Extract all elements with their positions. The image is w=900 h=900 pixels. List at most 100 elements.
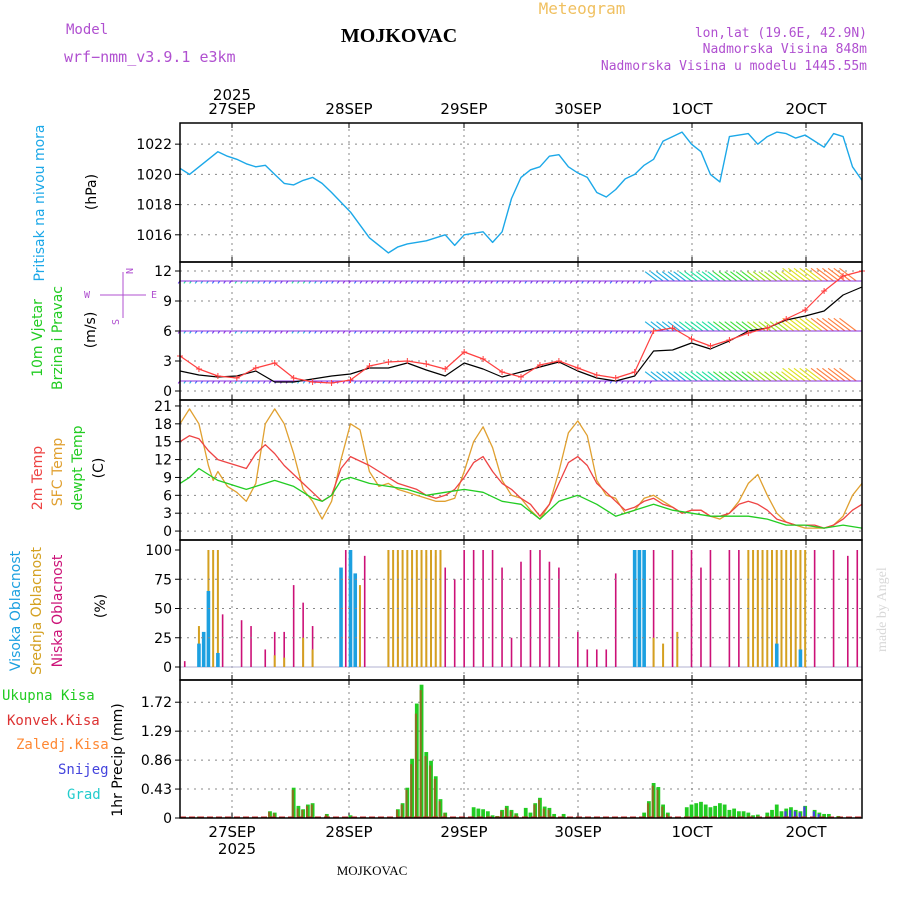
wind-barb	[787, 367, 806, 382]
low-cloud-bar	[586, 649, 589, 667]
compass-east: E	[151, 290, 157, 301]
pressure-unit: (hPa)	[84, 174, 100, 210]
wind-barb	[839, 367, 857, 382]
y-tick-label: 15	[154, 435, 172, 451]
wind-avg-line	[179, 286, 863, 383]
low-cloud-bar	[832, 550, 835, 667]
total-precip-bar	[523, 807, 528, 818]
wind-barb	[730, 321, 743, 332]
wind-ylabel-line2: Brzina i Pravac	[50, 286, 66, 390]
total-precip-bar	[642, 812, 647, 818]
wind-barb	[701, 271, 715, 282]
wind-barb	[787, 317, 806, 332]
wind-barb	[650, 371, 664, 382]
low-cloud-bar	[614, 573, 617, 667]
high-cloud-bar	[216, 652, 220, 667]
wind-barb	[673, 371, 687, 382]
mid-cloud-bar	[771, 550, 774, 667]
wind-barb	[741, 271, 755, 282]
low-cloud-bar	[221, 614, 224, 667]
wind-barb	[827, 317, 846, 332]
wind-direction-legend: W E N S	[84, 268, 157, 325]
y-tick-label: 3	[163, 354, 172, 370]
conv-precip-bar	[504, 807, 507, 818]
total-precip-bar	[770, 809, 774, 818]
total-precip-bar	[476, 808, 481, 818]
wind-barb	[781, 271, 795, 282]
mid-cloud-label: Srednja Oblacnost	[29, 547, 45, 675]
wind-barb	[741, 321, 755, 332]
conv-precip-bar	[651, 785, 654, 818]
high-cloud-bar	[206, 590, 211, 667]
precip-ylabel: 1hr Precip (mm)	[110, 703, 126, 816]
wind-barb	[769, 371, 783, 382]
total-precip-bar	[485, 811, 490, 818]
wind-barb	[712, 371, 726, 382]
wind-barb	[695, 271, 709, 282]
mid-cloud-bar	[387, 550, 390, 667]
temp-2m-label: 2m Temp	[30, 446, 46, 510]
conv-precip-bar	[443, 813, 446, 818]
mid-cloud-bar	[676, 631, 679, 667]
low-cloud-bar	[846, 555, 849, 667]
conv-precip-bar	[395, 809, 399, 818]
mid-cloud-bar	[766, 550, 769, 667]
bottom-date-label: 27SEP	[208, 823, 255, 841]
conv-precip-bar	[500, 811, 503, 818]
year-top: 2025	[213, 86, 251, 104]
low-cloud-bar	[510, 637, 513, 667]
y-tick-label: 12	[154, 453, 172, 469]
conv-precip-bar	[646, 803, 650, 818]
low-cloud-bar	[700, 567, 702, 667]
low-cloud-bar	[491, 550, 494, 667]
conv-precip-bar	[429, 765, 432, 818]
y-tick-label: 18	[154, 417, 172, 433]
conv-precip-bar	[656, 789, 659, 818]
conv-precip-bar	[414, 713, 417, 818]
low-cloud-bar	[250, 626, 252, 667]
wind-barb	[690, 371, 704, 382]
wind-barb	[678, 371, 692, 382]
pressure-line	[179, 131, 863, 254]
total-precip-bar	[481, 809, 486, 818]
snow-bar	[812, 811, 816, 818]
cloud-panel: 0 25 50 75 100	[145, 540, 862, 680]
mid-cloud-bar	[756, 550, 759, 667]
low-cloud-bar	[292, 585, 295, 667]
wind-barb	[707, 321, 721, 332]
wind-barb	[747, 271, 761, 282]
y-tick-label: 0	[163, 384, 172, 400]
wind-barb	[695, 371, 709, 382]
y-tick-label: 0	[163, 811, 172, 827]
bottom-date-label: 30SEP	[554, 823, 601, 841]
conv-precip-bar	[424, 756, 427, 818]
precip-snow-label: Snijeg	[58, 762, 109, 778]
y-tick-label: 6	[163, 324, 172, 340]
total-precip-bar	[765, 812, 770, 818]
low-cloud-bar	[302, 602, 304, 667]
high-cloud-bar	[774, 643, 779, 667]
mid-cloud-bar	[302, 637, 305, 667]
low-cloud-bar	[444, 567, 447, 667]
wind-barb	[712, 321, 726, 332]
top-date-label: 1OCT	[672, 100, 714, 118]
elevation-text: Nadmorska Visina 848m	[703, 42, 868, 57]
wind-barb	[690, 271, 704, 282]
wind-unit: (m/s)	[83, 312, 99, 349]
temperature-panel: 0 3 6 912 15 18 21	[154, 399, 863, 540]
total-precip-bar	[703, 804, 708, 818]
wind-barb	[799, 317, 817, 332]
wind-barb	[712, 271, 726, 282]
total-precip-bar	[471, 807, 476, 818]
wind-barb	[793, 367, 812, 382]
bottom-date-labels: 27SEP 28SEP 29SEP 30SEP 1OCT 2OCT	[208, 823, 827, 841]
total-precip-bar	[746, 812, 751, 818]
chart-title: Meteogram	[539, 0, 626, 18]
wind-barb	[644, 321, 658, 332]
wind-barb	[805, 267, 823, 282]
total-precip-bar	[822, 813, 827, 818]
model-name: wrf−nmm_v3.9.1 e3km	[64, 48, 236, 66]
wind-barb	[661, 271, 675, 282]
wind-barb	[805, 317, 823, 332]
wind-barb	[644, 371, 658, 382]
